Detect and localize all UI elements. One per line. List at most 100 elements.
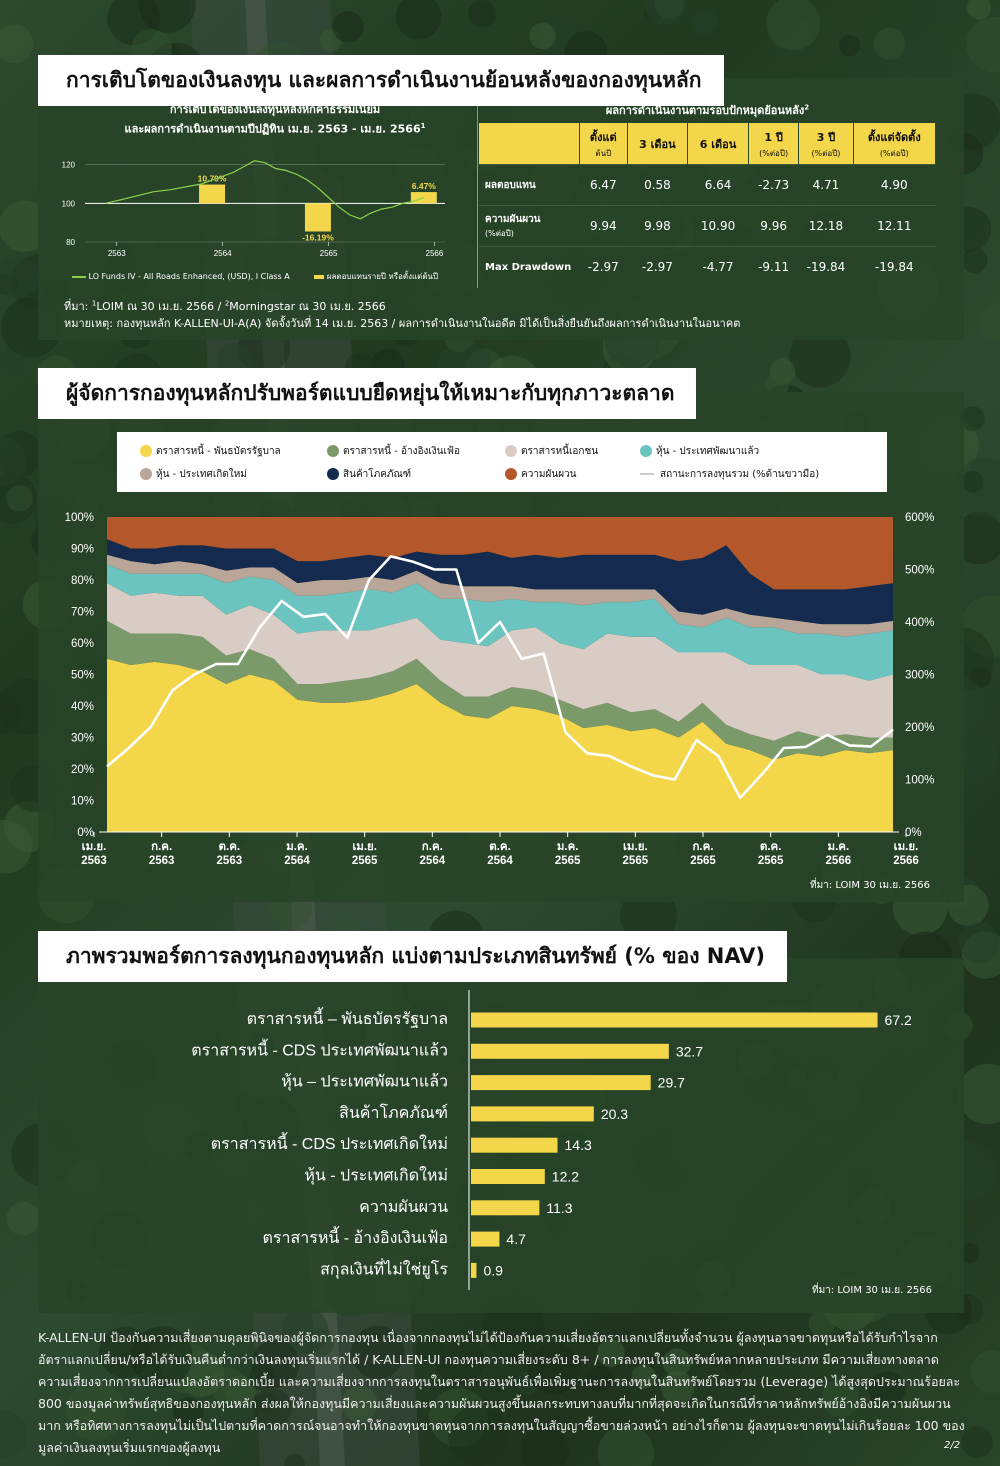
xtick-year: 2566 [893,855,919,867]
xtick-year: 2565 [758,855,784,867]
hbar-value: 29.7 [658,1075,685,1091]
table-cell: -2.97 [579,246,628,287]
hbar-category: หุ้น – ประเทศพัฒนาแล้ว [281,1073,448,1092]
left-ytick: 90% [71,544,94,556]
hbar-category: ตราสารหนี้ - อ้างอิงเงินเฟ้อ [263,1226,448,1247]
right-ytick: 600% [905,512,934,524]
hbar [471,1137,558,1153]
growth-ytick: 100 [62,199,76,208]
legend-swatch [505,468,517,480]
growth-chart-title: การเติบโตของเงินลงทุนหลังหักค่าธรรมเนียม… [124,103,426,136]
section1-source: ที่มา: 1LOIM ณ 30 เม.ย. 2566 / 2Mornings… [64,299,386,313]
xtick-month: ม.ค. [827,841,849,853]
xtick-year: 2564 [420,855,446,867]
row-label: ผลตอบแทน [479,164,580,206]
right-ytick: 400% [905,617,934,629]
growth-annual-bar [199,184,226,204]
table-cell: -19.84 [798,246,854,287]
hbar-category: หุ้น - ประเทศเกิดใหม่ [304,1166,448,1186]
hbar [471,1231,500,1247]
xtick-year: 2565 [555,855,581,867]
xtick-month: ม.ค. [286,841,308,853]
legend-line-swatch [72,275,86,278]
left-ytick: 0% [77,827,94,839]
xtick-year: 2565 [690,855,716,867]
left-ytick: 40% [71,701,94,713]
hbar-category: ตราสารหนี้ - CDS ประเทศเกิดใหม่ [211,1132,448,1153]
hbar [471,1262,477,1278]
section2-title: ผู้จัดการกองทุนหลักปรับพอร์ตแบบยืดหยุ่นใ… [38,368,697,419]
xtick-month: ต.ค. [760,841,782,853]
left-ytick: 80% [71,575,94,587]
xtick-year: 2563 [217,855,243,867]
left-ytick: 70% [71,607,94,619]
perf-header: 6 เดือน [687,123,749,165]
growth-xtick: 2566 [426,249,444,258]
hbar [471,1075,651,1091]
row-label: Max Drawdown [479,246,580,287]
xtick-year: 2564 [487,855,513,867]
growth-xtick: 2563 [108,249,126,258]
table-cell: -2.97 [627,246,688,287]
xtick-month: ก.ค. [692,841,713,853]
table-cell: 4.71 [798,164,854,206]
area-series [107,517,893,590]
section2-source: ที่มา: LOIM 30 เม.ย. 2566 [810,880,930,891]
hbar [471,1106,594,1122]
legend-swatch [505,445,517,457]
area-series [107,554,893,637]
perf-table-title: ผลการดำเนินงานตามรอบปักหมุดย้อนหลัง2 [605,103,810,117]
table-cell: -2.73 [748,164,799,206]
perf-header: 3 ปี (%ต่อปี) [798,123,854,165]
table-row: Max Drawdown -2.97 -2.97 -4.77 -9.11 -19.84 -1… [479,246,936,287]
panel-divider [477,92,478,288]
xtick-month: เม.ย. [82,841,107,853]
legend-swatch [327,445,339,457]
right-ytick: 300% [905,670,934,682]
xtick-month: เม.ย. [352,841,377,853]
row-label: ความผันผวน (%ต่อปี) [479,205,580,247]
hbar [471,1012,878,1028]
hbar-value: 20.3 [601,1106,628,1122]
table-cell: 6.64 [687,164,749,206]
table-cell: -19.84 [853,246,936,287]
allocation-legend [117,432,887,492]
left-ytick: 10% [71,796,94,808]
growth-annual-bar [304,203,331,232]
xtick-year: 2564 [284,855,310,867]
table-cell: 0.58 [627,164,688,206]
legend-item: หุ้น - ประเทศเกิดใหม่ [140,467,247,482]
left-ytick: 100% [65,512,94,524]
growth-ytick: 120 [62,161,76,170]
allocation-area-chart: 0% 10% 20% 30% 40% 50% 60% 70% 80% 90% 100% 0% 100% 2… [65,512,935,867]
right-ytick: 500% [905,565,934,577]
table-cell: -9.11 [748,246,799,287]
xtick-year: 2563 [149,855,175,867]
exposure-line [106,555,894,800]
hbar [471,1043,669,1059]
right-ytick: 200% [905,722,934,734]
section3-title: ภาพรวมพอร์ตการลงทุนกองทุนหลัก แบ่งตามประ… [38,931,788,982]
legend-swatch [140,468,152,480]
legend-swatch [140,445,152,457]
risk-disclaimer: K-ALLEN-UI ป้องกันความเสี่ยงตามดุลยพินิจ… [38,1330,965,1455]
legend-swatch [640,445,652,457]
table-row: ความผันผวน (%ต่อปี) 9.94 9.98 10.90 9.96 12.18… [479,205,936,247]
table-cell: 9.94 [579,205,628,247]
growth-xtick: 2565 [320,249,338,258]
table-cell: 9.98 [627,205,688,247]
table-row: ผลตอบแทน 6.47 0.58 6.64 -2.73 4.71 4.90 [479,164,936,206]
page-number: 2/2 [944,1440,961,1451]
xtick-year: 2563 [81,855,107,867]
left-ytick: 20% [71,764,94,776]
xtick-year: 2565 [623,855,649,867]
table-cell: -4.77 [687,246,749,287]
hbar-value: 12.2 [552,1169,579,1185]
growth-bar-label: 10.79% [198,174,227,184]
hbar-value: 32.7 [676,1043,703,1059]
left-ytick: 60% [71,638,94,650]
legend-item: ตราสารหนี้ - อ้างอิงเงินเฟ้อ [327,444,460,459]
area-series [107,583,893,741]
table-cell: 10.90 [687,205,749,247]
growth-ytick: 80 [66,238,75,247]
